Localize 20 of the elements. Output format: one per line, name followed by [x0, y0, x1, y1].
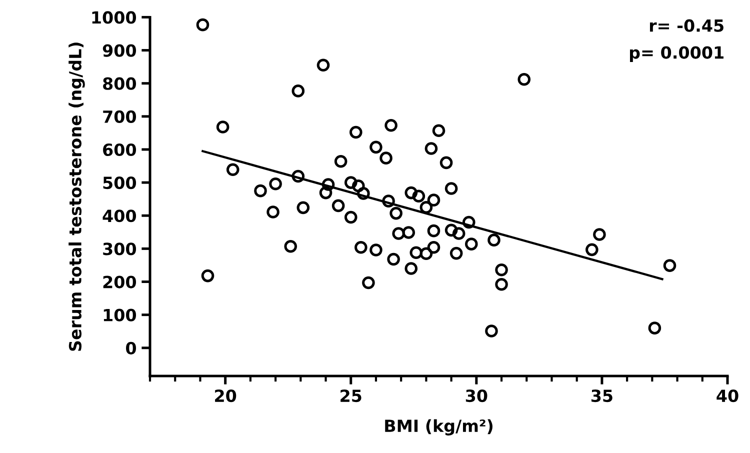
y-tick-label: 800 — [103, 77, 136, 90]
y-tick-label: 500 — [103, 176, 136, 190]
annotation: r= -0.45 — [650, 19, 724, 32]
x-tick-label: 25 — [340, 389, 362, 402]
y-tick-label: 0 — [126, 342, 136, 354]
x-axis-title: BMI (kg/m²) — [385, 419, 492, 436]
x-tick-label: 40 — [716, 389, 738, 402]
y-tick-label: 200 — [103, 276, 136, 288]
x-tick-label: 20 — [215, 389, 236, 402]
y-tick-label: 700 — [103, 110, 136, 123]
x-tick-label: 30 — [466, 389, 488, 402]
y-tick-label: 100 — [104, 308, 136, 322]
x-tick-label: 35 — [591, 389, 612, 402]
y-tick-label: 300 — [103, 242, 136, 256]
y-tick-label: 400 — [102, 210, 136, 222]
y-tick-label: 900 — [102, 44, 136, 57]
y-tick-label: 600 — [103, 143, 136, 156]
annotation: p= 0.0001 — [630, 46, 724, 62]
y-axis-title: Serum total testosterone (ng/dL) — [68, 42, 85, 351]
y-tick-label: 1000 — [92, 11, 136, 24]
